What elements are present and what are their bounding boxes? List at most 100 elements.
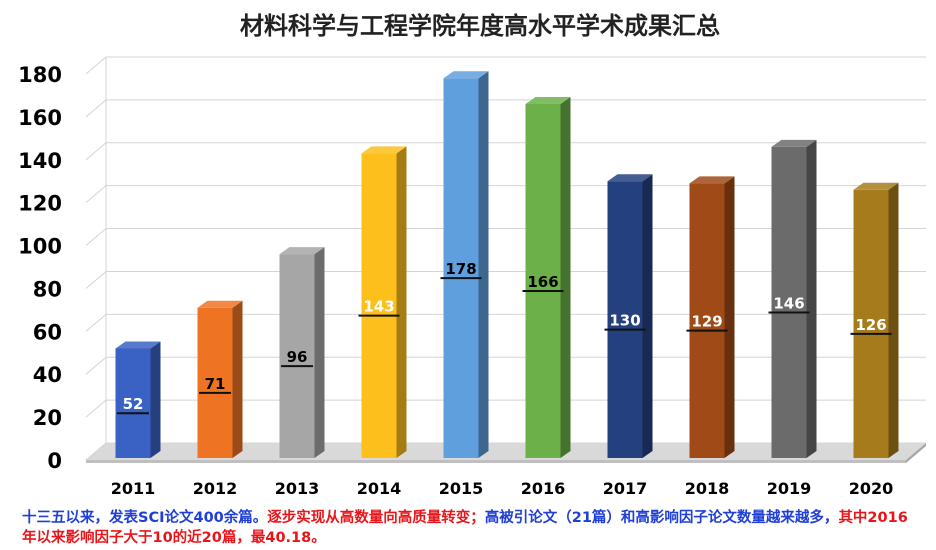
bar-top — [115, 341, 161, 349]
floor-side — [906, 443, 926, 463]
y-tick-label: 60 — [33, 320, 62, 344]
bar-side — [806, 139, 817, 458]
bar-top — [771, 139, 817, 147]
bar — [525, 97, 571, 459]
x-tick-label: 2018 — [685, 479, 730, 498]
gridline-side — [85, 99, 107, 118]
bar-side — [560, 97, 571, 459]
bar-front — [689, 183, 725, 458]
bar — [279, 247, 325, 458]
bar-side — [232, 300, 243, 458]
gridline-side — [85, 142, 107, 161]
x-tick-label: 2015 — [439, 479, 484, 498]
data-label-text: 130 — [609, 312, 640, 330]
gridline-side — [85, 271, 107, 289]
bars: 52 71 96 143 178 166 130 129 146 126 — [115, 71, 899, 459]
x-axis-ticks: 2011 2012 2013 2014 2015 2016 2017 2018 2019 2020 — [111, 479, 894, 498]
bar-front — [197, 307, 233, 458]
bar-top — [361, 146, 407, 154]
y-tick-label: 160 — [18, 106, 62, 130]
y-tick-label: 20 — [33, 406, 62, 430]
gridline-side — [85, 56, 107, 75]
bar-side — [314, 247, 325, 458]
bar — [689, 176, 735, 458]
gridline-side — [85, 313, 107, 332]
bar-top — [525, 97, 571, 105]
data-label-text: 129 — [691, 313, 722, 331]
bar-top — [197, 300, 243, 308]
bar-top — [689, 176, 735, 184]
bar — [771, 139, 817, 458]
data-label: 71 — [199, 375, 231, 394]
data-label-text: 52 — [123, 395, 144, 413]
chart-title: 材料科学与工程学院年度高水平学术成果汇总 — [240, 12, 720, 40]
bar-front — [443, 78, 479, 459]
x-tick-label: 2016 — [521, 479, 566, 498]
data-label: 166 — [522, 273, 564, 293]
bar-side — [150, 341, 161, 458]
y-tick-label: 100 — [18, 235, 62, 259]
bar-top — [607, 174, 653, 182]
caption-part-4: 其中2016年以来影响因子大于10的近20篇，最40.18。 — [22, 510, 908, 546]
bar-top — [443, 71, 489, 79]
data-label-text: 143 — [363, 298, 394, 316]
bar-side — [396, 146, 407, 458]
bar-front — [771, 146, 807, 458]
data-label-text: 166 — [527, 273, 558, 291]
data-label-text: 96 — [287, 348, 308, 366]
bar-chart: 材料科学与工程学院年度高水平学术成果汇总 0 20 40 60 80 100 120 140 1… — [18, 12, 926, 498]
data-label-text: 71 — [205, 375, 226, 393]
chart-caption: 十三五以来，发表SCI论文400余篇。逐步实现从高数量向高质量转变；高被引论文（… — [22, 508, 922, 548]
y-axis-ticks: 0 20 40 60 80 100 120 140 160 180 — [18, 63, 62, 473]
bar-front — [525, 104, 561, 459]
data-label: 178 — [440, 260, 482, 280]
bar — [115, 341, 161, 458]
gridline-side — [85, 228, 107, 246]
bar-top — [853, 182, 899, 190]
data-label: 52 — [117, 395, 149, 415]
bar-front — [115, 348, 151, 458]
bar-side — [478, 71, 489, 459]
data-label: 129 — [686, 313, 728, 332]
bar-side — [642, 174, 653, 458]
data-label: 146 — [768, 294, 810, 314]
bar-front — [607, 181, 643, 458]
data-label-text: 146 — [773, 294, 804, 312]
bar-side — [888, 182, 899, 459]
y-tick-label: 40 — [33, 363, 62, 387]
x-tick-label: 2017 — [603, 479, 648, 498]
data-label: 130 — [604, 312, 646, 331]
data-label: 96 — [281, 348, 313, 368]
bar-top — [279, 247, 325, 255]
bar-side — [724, 176, 735, 458]
y-tick-label: 180 — [18, 63, 62, 87]
caption-part-3: 高被引论文（21篇）和高影响因子论文数量越来越多， — [484, 510, 839, 526]
caption-part-2: 逐步实现从高数量向高质量转变； — [267, 510, 485, 526]
y-tick-label: 80 — [33, 277, 62, 301]
gridline-side — [85, 185, 107, 204]
bar-front — [279, 254, 315, 458]
data-label-text: 178 — [445, 260, 476, 278]
bar — [853, 182, 899, 459]
data-label: 143 — [358, 298, 400, 317]
bar — [361, 146, 407, 458]
x-tick-label: 2013 — [275, 479, 320, 498]
x-tick-label: 2014 — [357, 479, 402, 498]
gridline-side — [85, 356, 107, 375]
x-tick-label: 2020 — [849, 479, 894, 498]
data-label-text: 126 — [855, 316, 886, 334]
caption-part-1: 十三五以来，发表SCI论文400余篇。 — [22, 510, 268, 526]
floor-front — [86, 460, 906, 463]
y-tick-label: 140 — [18, 149, 62, 173]
bar-front — [361, 153, 397, 458]
y-tick-label: 0 — [47, 449, 62, 473]
bar — [197, 300, 243, 458]
bar — [443, 71, 489, 459]
x-tick-label: 2012 — [193, 479, 238, 498]
x-tick-label: 2019 — [767, 479, 812, 498]
bar-front — [853, 189, 889, 459]
data-label: 126 — [850, 316, 892, 335]
x-tick-label: 2011 — [111, 479, 156, 498]
gridline-side — [85, 399, 107, 418]
y-tick-label: 120 — [18, 192, 62, 216]
